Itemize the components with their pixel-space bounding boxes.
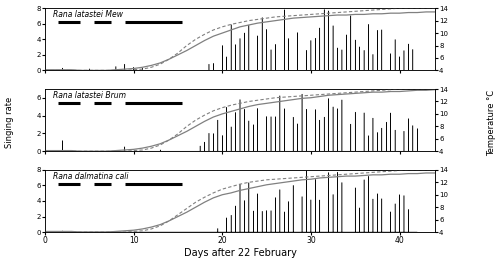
Text: Rana dalmatina cali: Rana dalmatina cali bbox=[53, 172, 128, 181]
X-axis label: Days after 22 February: Days after 22 February bbox=[184, 248, 296, 258]
Text: Temperature °C: Temperature °C bbox=[488, 90, 496, 156]
Text: Singing rate: Singing rate bbox=[5, 97, 14, 149]
Text: Rana latastei Mew: Rana latastei Mew bbox=[53, 10, 123, 19]
Text: Rana latastei Brum: Rana latastei Brum bbox=[53, 91, 126, 100]
